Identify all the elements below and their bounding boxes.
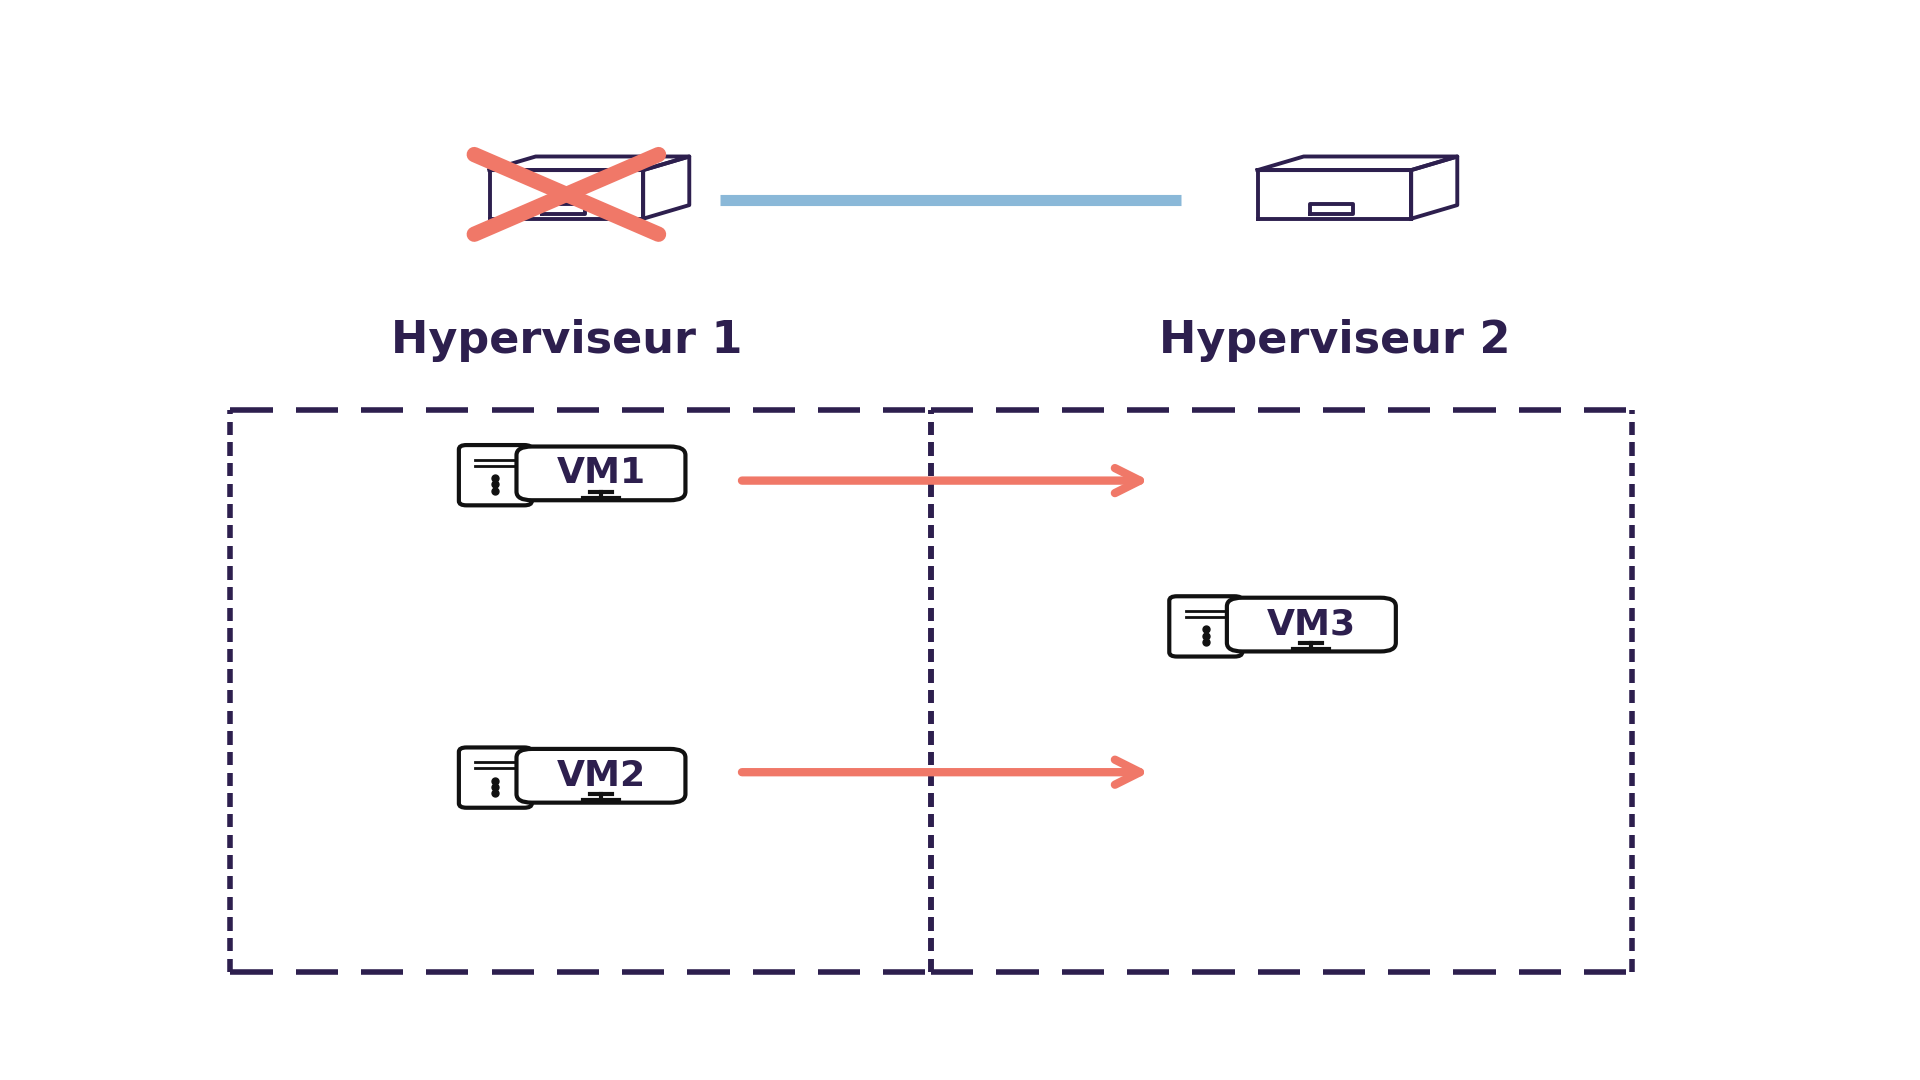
Text: VM2: VM2 bbox=[557, 759, 645, 793]
FancyBboxPatch shape bbox=[459, 445, 532, 505]
Text: Hyperviseur 1: Hyperviseur 1 bbox=[390, 319, 743, 362]
Text: Hyperviseur 2: Hyperviseur 2 bbox=[1158, 319, 1511, 362]
FancyBboxPatch shape bbox=[516, 748, 685, 802]
Text: VM3: VM3 bbox=[1267, 608, 1356, 642]
Text: VM1: VM1 bbox=[557, 457, 645, 490]
FancyBboxPatch shape bbox=[516, 446, 685, 500]
FancyBboxPatch shape bbox=[1227, 597, 1396, 651]
FancyBboxPatch shape bbox=[1169, 596, 1242, 657]
FancyBboxPatch shape bbox=[459, 747, 532, 808]
